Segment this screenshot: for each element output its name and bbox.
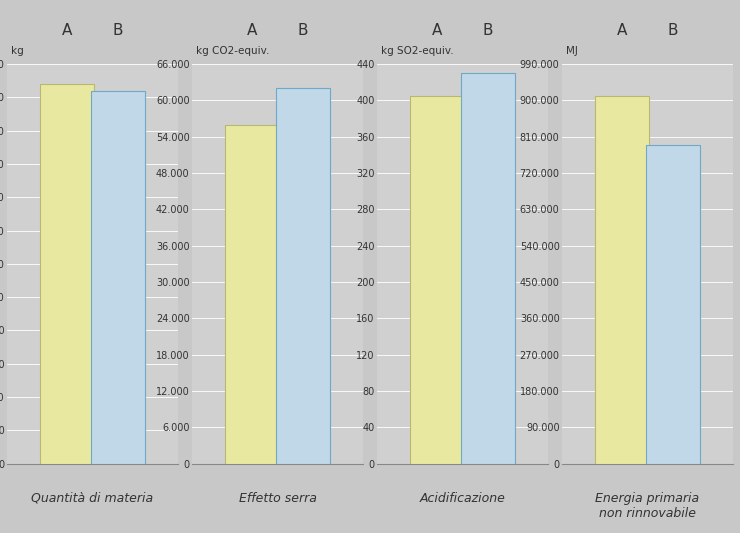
Text: Quantità di materia: Quantità di materia — [31, 491, 154, 505]
Bar — [225, 125, 279, 464]
Bar — [646, 145, 700, 464]
Bar — [91, 91, 145, 464]
Text: A: A — [61, 23, 73, 38]
Text: B: B — [482, 23, 494, 38]
Bar — [410, 96, 464, 464]
Text: kg SO2-equiv.: kg SO2-equiv. — [381, 46, 454, 56]
Text: A: A — [616, 23, 628, 38]
Bar — [40, 84, 94, 464]
Text: MJ: MJ — [566, 46, 578, 56]
Bar — [461, 73, 515, 464]
Text: B: B — [297, 23, 309, 38]
Bar — [276, 88, 330, 464]
Text: kg: kg — [11, 46, 24, 56]
Text: A: A — [431, 23, 443, 38]
Text: Effetto serra: Effetto serra — [238, 491, 317, 505]
Text: Energia primaria
non rinnovabile: Energia primaria non rinnovabile — [596, 491, 699, 520]
Text: Acidificazione: Acidificazione — [420, 491, 505, 505]
Text: B: B — [112, 23, 124, 38]
Text: kg CO2-equiv.: kg CO2-equiv. — [196, 46, 269, 56]
Text: B: B — [667, 23, 679, 38]
Bar — [595, 96, 649, 464]
Text: A: A — [246, 23, 258, 38]
